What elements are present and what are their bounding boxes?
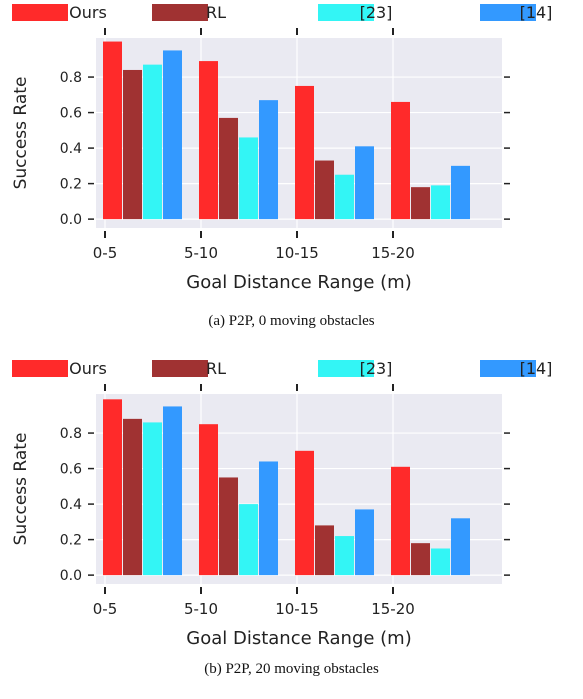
legend-label-1: RL: [206, 3, 226, 22]
x-axis-label: Goal Distance Range (m): [186, 272, 412, 293]
y-tick-label-3: 0.6: [60, 106, 82, 122]
y-axis-label: Success Rate: [11, 433, 31, 546]
bar-RL-10-15: [315, 525, 334, 576]
bar-RL-5-10: [219, 117, 238, 220]
y-tick-label-1: 0.2: [60, 177, 82, 193]
x-tick-label-3: 15-20: [371, 244, 415, 262]
bar-14-15-20: [451, 165, 470, 220]
x-axis-label: Goal Distance Range (m): [186, 628, 412, 649]
bar-14-5-10: [259, 461, 278, 576]
bar-23-0-5: [143, 422, 162, 576]
bar-14-0-5: [163, 50, 182, 220]
legend-label-0: Ours: [69, 3, 107, 22]
bar-23-0-5: [143, 64, 162, 220]
legend-label-1: RL: [206, 359, 226, 378]
bar-Ours-10-15: [295, 85, 314, 220]
bar-RL-5-10: [219, 477, 238, 576]
y-tick-label-4: 0.8: [60, 70, 82, 86]
x-tick-label-0: 0-5: [93, 600, 118, 618]
y-tick-label-2: 0.4: [60, 141, 82, 157]
y-tick-label-3: 0.6: [60, 462, 82, 478]
legend-label-2: [23]: [360, 359, 393, 378]
legend-swatch-1: [152, 4, 208, 21]
legend-swatch-3: [480, 4, 536, 21]
bar-Ours-0-5: [103, 399, 122, 576]
legend-swatch-2: [318, 4, 374, 21]
bar-14-0-5: [163, 406, 182, 576]
y-tick-label-4: 0.8: [60, 426, 82, 442]
x-tick-label-1: 5-10: [184, 600, 218, 618]
chart-panel-a: Ours RL [23] [14] 0.0 0.2 0.4 0.6 0.8 0-5 5-10 10-1…: [0, 0, 583, 343]
legend-label-0: Ours: [69, 359, 107, 378]
legend-swatch-3: [480, 360, 536, 377]
legend-label-3: [14]: [520, 3, 553, 22]
bar-23-5-10: [239, 137, 258, 220]
bar-chart-b: Ours RL [23] [14] 0.0 0.2 0.4 0.6 0.8 0-5 5-10 10-1…: [11, 359, 553, 649]
bar-23-10-15: [335, 536, 354, 576]
bar-RL-15-20: [411, 187, 430, 220]
legend-swatch-0: [12, 360, 68, 377]
x-tick-label-0: 0-5: [93, 244, 118, 262]
bar-RL-15-20: [411, 543, 430, 576]
bar-14-10-15: [355, 509, 374, 576]
legend-swatch-0: [12, 4, 68, 21]
x-tick-label-2: 10-15: [275, 244, 319, 262]
bar-23-5-10: [239, 504, 258, 576]
bar-RL-0-5: [123, 69, 142, 220]
legend-label-3: [14]: [520, 359, 553, 378]
bar-Ours-5-10: [199, 424, 218, 576]
figure-caption-b: (b) P2P, 20 moving obstacles: [204, 661, 379, 677]
legend-swatch-2: [318, 360, 374, 377]
y-tick-label-0: 0.0: [60, 568, 82, 584]
x-tick-label-1: 5-10: [184, 244, 218, 262]
bar-Ours-10-15: [295, 450, 314, 576]
y-tick-label-2: 0.4: [60, 497, 82, 513]
bar-Ours-15-20: [391, 101, 410, 220]
bar-RL-0-5: [123, 418, 142, 576]
bar-Ours-0-5: [103, 41, 122, 220]
bar-23-15-20: [431, 548, 450, 576]
legend-swatch-1: [152, 360, 208, 377]
x-tick-label-3: 15-20: [371, 600, 415, 618]
bar-chart-a: Ours RL [23] [14] 0.0 0.2 0.4 0.6 0.8 0-5 5-10 10-1…: [11, 3, 553, 293]
y-tick-label-0: 0.0: [60, 212, 82, 228]
y-axis-label: Success Rate: [11, 77, 31, 190]
bar-23-10-15: [335, 174, 354, 220]
legend-label-2: [23]: [360, 3, 393, 22]
figure-caption-a: (a) P2P, 0 moving obstacles: [208, 313, 375, 329]
chart-panel-b: Ours RL [23] [14] 0.0 0.2 0.4 0.6 0.8 0-5 5-10 10-1…: [0, 356, 583, 699]
bar-RL-10-15: [315, 160, 334, 220]
y-tick-label-1: 0.2: [60, 533, 82, 549]
bar-14-5-10: [259, 100, 278, 220]
bar-23-15-20: [431, 185, 450, 220]
bar-14-10-15: [355, 146, 374, 220]
x-tick-label-2: 10-15: [275, 600, 319, 618]
bar-14-15-20: [451, 518, 470, 576]
bar-Ours-15-20: [391, 466, 410, 576]
bar-Ours-5-10: [199, 61, 218, 220]
